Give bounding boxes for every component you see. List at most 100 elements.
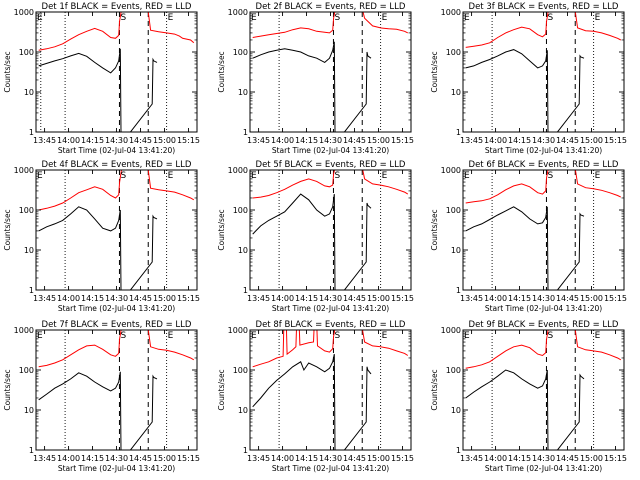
y-tick-label: 10 [24, 88, 34, 97]
x-tick-label: 14:45 [343, 454, 366, 463]
x-tick-label: 14:30 [105, 136, 128, 145]
marker-label-e: E [595, 331, 601, 341]
detector-panel-7: Det 7f BLACK = Events, RED = LLD Counts/s… [3, 320, 200, 473]
x-tick-label: 14:00 [271, 454, 294, 463]
y-tick-label: 100 [19, 366, 34, 375]
y-tick-label: 1 [243, 286, 248, 295]
x-tick-label: 13:45 [247, 294, 270, 303]
x-tick-label: 15:15 [177, 136, 200, 145]
marker-label-e: E [595, 13, 601, 23]
y-tick-label: 10 [451, 406, 461, 415]
panel-title: Det 6f BLACK = Events, RED = LLD [469, 160, 619, 170]
lld-series-line [252, 170, 409, 199]
y-axis-label: Counts/sec [430, 51, 439, 92]
x-tick-label: 14:45 [556, 294, 579, 303]
lld-series-line [38, 170, 195, 211]
y-tick-label: 100 [19, 206, 34, 215]
plot-frame [462, 11, 625, 133]
x-tick-label: 13:45 [460, 454, 483, 463]
x-tick-label: 15:00 [367, 294, 390, 303]
x-tick-label: 13:45 [33, 136, 56, 145]
x-tick-label: 14:30 [532, 294, 555, 303]
y-tick-label: 100 [19, 48, 34, 57]
plot-frame [462, 329, 625, 451]
detector-panel-2: Det 2f BLACK = Events, RED = LLD Counts/s… [217, 2, 414, 155]
panel-title: Det 1f BLACK = Events, RED = LLD [42, 2, 192, 12]
detector-panel-6: Det 6f BLACK = Events, RED = LLD Counts/s… [430, 160, 627, 313]
marker-label-s: S [120, 171, 126, 181]
x-tick-label: 15:00 [580, 136, 603, 145]
lld-series-line [252, 12, 409, 38]
x-tick-label: 13:45 [247, 136, 270, 145]
panel-title: Det 7f BLACK = Events, RED = LLD [42, 320, 192, 330]
marker-label-e-start: E [37, 331, 43, 341]
x-axis-label: Start Time (02-Jul-04 13:41:20) [485, 304, 602, 313]
y-tick-label: 1000 [14, 326, 34, 335]
lld-series-line [38, 12, 195, 51]
marker-label-s: S [547, 13, 553, 23]
x-tick-label: 14:15 [295, 454, 318, 463]
x-tick-label: 14:30 [105, 454, 128, 463]
y-tick-label: 1 [29, 128, 34, 137]
y-tick-label: 1 [456, 128, 461, 137]
y-axis-label: Counts/sec [430, 209, 439, 250]
x-tick-label: 13:45 [33, 454, 56, 463]
events-series-line [38, 48, 158, 132]
marker-label-s: S [334, 331, 340, 341]
x-tick-label: 15:00 [153, 294, 176, 303]
marker-label-s: S [120, 13, 126, 23]
y-axis-label: Counts/sec [217, 51, 226, 92]
plot-frame [35, 169, 198, 291]
x-tick-label: 15:00 [153, 454, 176, 463]
x-tick-label: 14:00 [57, 454, 80, 463]
marker-label-e-start: E [251, 13, 257, 23]
plot-frame [462, 169, 625, 291]
x-tick-label: 14:30 [105, 294, 128, 303]
lld-series-line [465, 170, 622, 204]
y-tick-label: 1000 [441, 326, 461, 335]
x-tick-label: 13:45 [247, 454, 270, 463]
x-tick-label: 15:00 [580, 454, 603, 463]
y-tick-label: 10 [451, 246, 461, 255]
marker-label-e: E [168, 13, 174, 23]
x-axis-label: Start Time (02-Jul-04 13:41:20) [272, 464, 389, 473]
marker-label-s: S [547, 171, 553, 181]
y-tick-label: 1000 [441, 8, 461, 17]
x-axis-label: Start Time (02-Jul-04 13:41:20) [485, 146, 602, 155]
y-axis-label: Counts/sec [3, 369, 12, 410]
x-tick-label: 14:15 [508, 136, 531, 145]
x-tick-label: 15:15 [604, 294, 627, 303]
plot-frame [249, 169, 412, 291]
x-tick-label: 14:15 [81, 454, 104, 463]
x-axis-label: Start Time (02-Jul-04 13:41:20) [58, 304, 175, 313]
marker-label-e: E [382, 331, 388, 341]
marker-label-e: E [168, 171, 174, 181]
y-tick-label: 1 [456, 446, 461, 455]
marker-label-e-start: E [464, 171, 470, 181]
x-tick-label: 14:15 [508, 294, 531, 303]
y-tick-label: 100 [446, 366, 461, 375]
y-tick-label: 10 [238, 246, 248, 255]
lld-series-line [38, 330, 195, 368]
marker-label-e: E [168, 331, 174, 341]
events-series-line [38, 206, 158, 290]
y-tick-label: 10 [24, 246, 34, 255]
detector-panel-3: Det 3f BLACK = Events, RED = LLD Counts/s… [430, 2, 627, 155]
x-axis-label: Start Time (02-Jul-04 13:41:20) [272, 146, 389, 155]
y-tick-label: 100 [446, 206, 461, 215]
x-tick-label: 14:45 [343, 136, 366, 145]
panel-title: Det 8f BLACK = Events, RED = LLD [256, 320, 406, 330]
x-tick-label: 14:00 [57, 136, 80, 145]
x-tick-label: 14:45 [556, 454, 579, 463]
y-tick-label: 1 [243, 446, 248, 455]
panel-title: Det 2f BLACK = Events, RED = LLD [256, 2, 406, 12]
x-tick-label: 14:30 [532, 454, 555, 463]
events-series-line [465, 206, 585, 290]
x-tick-label: 15:00 [153, 136, 176, 145]
x-tick-label: 14:00 [484, 454, 507, 463]
x-axis-label: Start Time (02-Jul-04 13:41:20) [272, 304, 389, 313]
marker-label-s: S [120, 331, 126, 341]
marker-label-e-start: E [464, 13, 470, 23]
x-tick-label: 14:30 [532, 136, 555, 145]
